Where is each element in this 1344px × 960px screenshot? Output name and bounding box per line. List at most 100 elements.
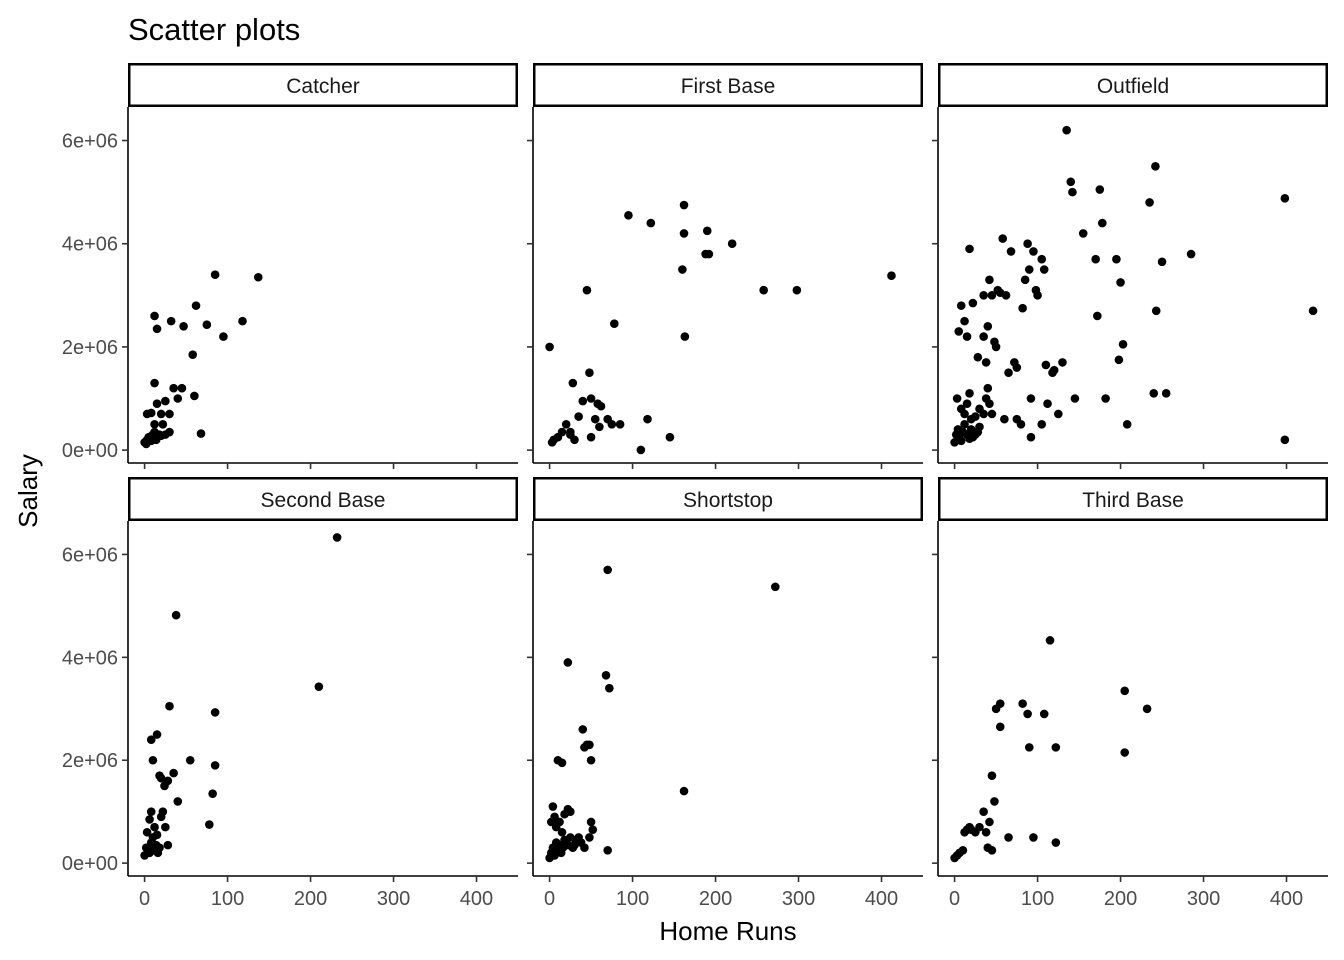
data-point bbox=[332, 533, 342, 542]
data-point bbox=[979, 291, 988, 300]
data-point bbox=[962, 332, 972, 341]
data-point bbox=[555, 817, 564, 827]
data-point bbox=[561, 420, 571, 429]
data-point bbox=[960, 420, 969, 429]
data-point bbox=[1145, 198, 1154, 207]
data-point bbox=[1114, 355, 1124, 365]
data-point bbox=[983, 383, 993, 393]
x-tick-label: 0 bbox=[949, 888, 960, 910]
x-tick-label: 0 bbox=[139, 888, 150, 910]
data-point bbox=[1097, 218, 1107, 228]
data-point bbox=[210, 708, 220, 717]
data-point bbox=[1058, 358, 1067, 367]
data-point bbox=[585, 740, 594, 750]
data-point bbox=[1020, 275, 1030, 285]
data-point bbox=[1142, 704, 1152, 714]
facet-panel-third-base: Third Base 0 100 200 300 400 bbox=[932, 477, 1328, 910]
data-point bbox=[1280, 194, 1290, 203]
y-tick-label: 6e+06 bbox=[62, 544, 118, 566]
data-point bbox=[987, 845, 997, 855]
data-point bbox=[1280, 435, 1290, 445]
y-tick-label: 2e+06 bbox=[62, 750, 118, 772]
data-point bbox=[588, 825, 598, 834]
data-point bbox=[586, 394, 596, 403]
data-point bbox=[158, 807, 168, 816]
data-point bbox=[610, 319, 619, 328]
data-point bbox=[759, 285, 768, 295]
data-point bbox=[979, 409, 988, 419]
x-tick-label: 0 bbox=[544, 888, 555, 910]
data-point bbox=[166, 316, 176, 326]
data-point bbox=[965, 244, 974, 254]
data-point bbox=[563, 658, 573, 667]
data-point bbox=[1068, 187, 1077, 197]
data-point bbox=[205, 820, 214, 829]
data-point bbox=[1161, 389, 1171, 398]
data-point bbox=[156, 409, 166, 419]
data-point bbox=[566, 807, 575, 816]
data-point bbox=[150, 311, 159, 321]
data-point bbox=[1112, 254, 1121, 264]
facet-panel-outfield: Outfield bbox=[932, 63, 1328, 469]
data-point bbox=[595, 422, 604, 432]
x-tick-label: 200 bbox=[699, 888, 732, 910]
facet-panel-second-base: Second Base 0e+00 2e+06 4e+06 6e+06 0 100 200 30… bbox=[62, 477, 518, 910]
data-point bbox=[202, 320, 212, 330]
data-point bbox=[196, 429, 206, 438]
data-point bbox=[770, 582, 780, 592]
data-point bbox=[179, 321, 188, 331]
facet-strip-label: Shortstop bbox=[683, 489, 773, 512]
data-point bbox=[557, 827, 567, 837]
data-point bbox=[1120, 686, 1130, 696]
data-point bbox=[156, 773, 166, 783]
y-tick-label: 2e+06 bbox=[62, 337, 118, 359]
data-point bbox=[158, 420, 168, 429]
data-point bbox=[148, 755, 158, 765]
data-point bbox=[1029, 833, 1038, 842]
facet-panel-first-base: First Base bbox=[527, 63, 923, 469]
data-point bbox=[1062, 125, 1071, 135]
data-point bbox=[165, 701, 174, 711]
data-point bbox=[1004, 368, 1013, 378]
x-tick-label: 100 bbox=[616, 888, 649, 910]
data-point bbox=[574, 412, 583, 421]
data-point bbox=[1157, 257, 1167, 267]
data-point bbox=[585, 368, 594, 378]
data-point bbox=[208, 789, 217, 798]
data-point bbox=[985, 399, 994, 408]
data-point bbox=[1308, 306, 1318, 316]
y-tick-label: 4e+06 bbox=[62, 647, 118, 669]
data-point bbox=[578, 725, 588, 734]
data-point bbox=[1151, 162, 1160, 171]
data-point bbox=[1026, 394, 1036, 403]
data-point bbox=[1000, 414, 1009, 424]
data-point bbox=[163, 776, 173, 786]
facet-strip-label: Outfield bbox=[1097, 75, 1169, 98]
data-point bbox=[1101, 394, 1110, 403]
facet-strip bbox=[128, 63, 518, 107]
data-point bbox=[1018, 303, 1027, 313]
facet-strip-label: Catcher bbox=[286, 75, 360, 98]
data-point bbox=[702, 226, 712, 236]
data-point bbox=[1037, 420, 1047, 429]
data-point bbox=[979, 332, 988, 341]
data-point bbox=[960, 316, 969, 326]
data-point bbox=[1023, 239, 1032, 249]
data-point bbox=[545, 342, 554, 352]
facet-strip bbox=[128, 477, 518, 521]
facet-panel-catcher: Catcher 0e+00 2e+06 4e+06 6e+06 bbox=[62, 63, 518, 469]
data-point bbox=[968, 298, 978, 308]
data-point bbox=[586, 432, 596, 442]
x-tick-label: 400 bbox=[460, 888, 493, 910]
data-point bbox=[987, 409, 997, 419]
data-point bbox=[557, 758, 567, 768]
data-point bbox=[1037, 254, 1047, 264]
data-point bbox=[603, 845, 612, 855]
data-point bbox=[1095, 185, 1105, 194]
data-point bbox=[646, 218, 656, 228]
facet-strip-label: Second Base bbox=[261, 489, 386, 512]
x-tick-label: 200 bbox=[1104, 888, 1137, 910]
data-point bbox=[954, 327, 964, 336]
data-point bbox=[1070, 394, 1080, 403]
